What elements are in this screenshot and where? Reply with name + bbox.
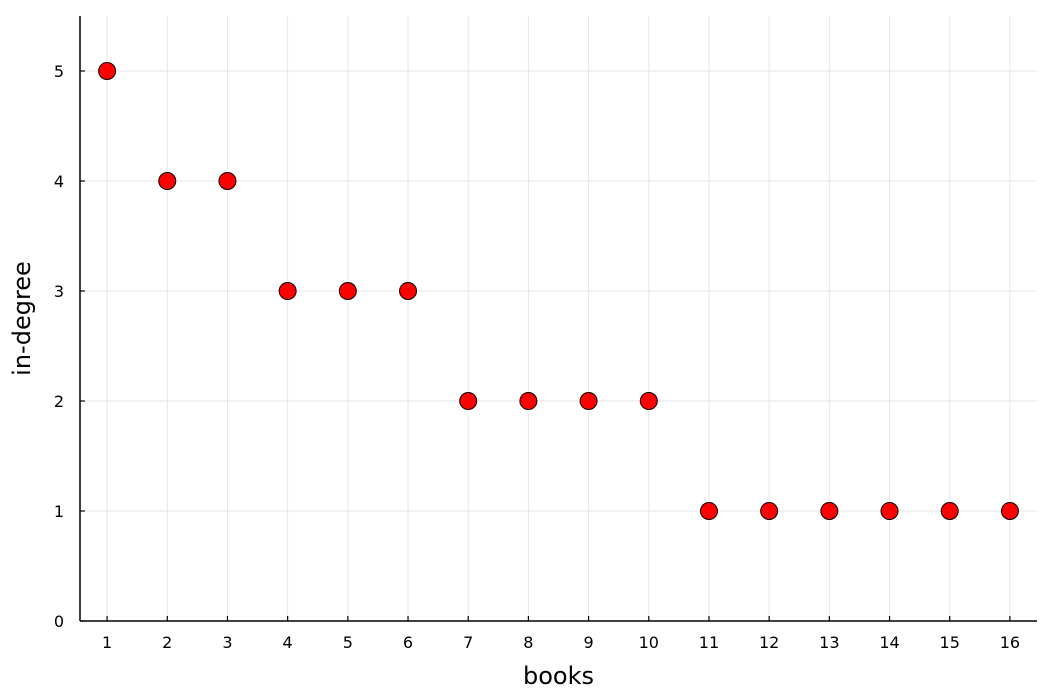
data-point (760, 502, 779, 520)
data-point (579, 392, 598, 410)
x-tick-label: 4 (283, 633, 293, 652)
y-tick-label: 2 (54, 392, 64, 411)
data-point (519, 392, 538, 410)
x-axis-title: books (523, 662, 594, 690)
x-tick-label: 16 (1000, 633, 1020, 652)
x-tick-label: 5 (343, 633, 353, 652)
data-point (338, 282, 357, 300)
y-tick-label: 4 (54, 172, 64, 191)
y-tick-label: 5 (54, 62, 64, 81)
data-point (639, 392, 658, 410)
x-tick-label: 15 (940, 633, 960, 652)
x-tick-label: 2 (162, 633, 172, 652)
y-tick-label: 0 (54, 612, 64, 631)
data-point (98, 62, 117, 80)
x-ticks: 1 2 3 4 5 6 7 8 9 10 11 12 13 14 15 16 (102, 616, 1020, 652)
data-point (1000, 502, 1019, 520)
x-tick-label: 14 (879, 633, 899, 652)
x-tick-label: 10 (639, 633, 659, 652)
data-point (399, 282, 418, 300)
data-point (940, 502, 959, 520)
grid (80, 16, 1037, 622)
data-points (98, 62, 1019, 520)
x-tick-label: 9 (584, 633, 594, 652)
data-point (459, 392, 478, 410)
y-axis-title: in-degree (8, 261, 36, 376)
y-tick-label: 3 (54, 282, 64, 301)
y-ticks: 0 1 2 3 4 5 (54, 62, 85, 631)
data-point (278, 282, 297, 300)
x-tick-label: 1 (102, 633, 112, 652)
x-tick-label: 12 (759, 633, 779, 652)
data-point (158, 172, 177, 190)
data-point (699, 502, 718, 520)
x-tick-label: 7 (463, 633, 473, 652)
data-point (880, 502, 899, 520)
x-tick-label: 6 (403, 633, 413, 652)
x-tick-label: 13 (819, 633, 839, 652)
data-point (820, 502, 839, 520)
x-tick-label: 3 (222, 633, 232, 652)
x-tick-label: 8 (523, 633, 533, 652)
x-tick-label: 11 (699, 633, 719, 652)
y-tick-label: 1 (54, 502, 64, 521)
data-point (218, 172, 237, 190)
